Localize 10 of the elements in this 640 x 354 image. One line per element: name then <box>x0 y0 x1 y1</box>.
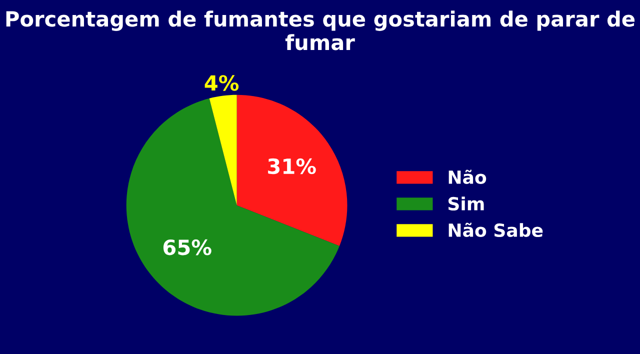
pie-slice <box>126 98 340 316</box>
legend-label: Sim <box>448 196 484 211</box>
pie-slice <box>236 94 348 246</box>
legend-label: Não <box>448 170 486 184</box>
data-label: 4% <box>204 75 239 91</box>
pie-slice <box>209 94 237 206</box>
data-label: 65% <box>163 239 212 256</box>
chart-title: Porcentagem de fumantes que gostariam de parar de fumar <box>6 10 635 50</box>
data-label: 31% <box>268 158 316 174</box>
legend-label: Não Sabe <box>448 222 543 238</box>
